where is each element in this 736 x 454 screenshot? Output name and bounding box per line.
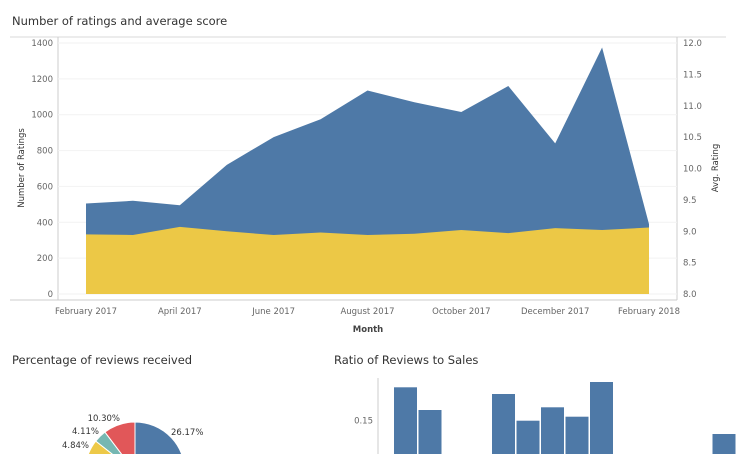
y-axis-label: Number of Ratings — [17, 128, 27, 208]
reviews-pie-chart: 26.17% 10.30% 4.11% 4.84% — [62, 414, 203, 454]
y2-tick-label: 11.0 — [683, 102, 702, 112]
x-tick-label: February 2017 — [55, 307, 117, 317]
pie-slice — [87, 440, 113, 454]
pie-chart-title: Percentage of reviews received — [12, 353, 193, 367]
y2-tick-label: 9.5 — [683, 196, 697, 206]
x-tick-label: February 2018 — [618, 307, 680, 317]
y-tick-label: 600 — [37, 182, 53, 192]
area-chart-title: Number of ratings and average score — [12, 14, 228, 28]
y2-tick-label: 10.0 — [683, 165, 702, 175]
series-area-avg-rating[interactable] — [86, 226, 649, 294]
y2-tick-label: 8.0 — [683, 290, 697, 300]
y-tick-label: 400 — [37, 218, 53, 228]
bar-y-tick-label: 0.15 — [354, 417, 373, 427]
ratio-bar-chart: 0.15 — [354, 378, 736, 454]
x-axis-label: Month — [353, 325, 383, 335]
pie-slice-label: 4.11% — [72, 427, 99, 437]
y2-tick-label: 10.5 — [683, 133, 702, 143]
bar — [492, 394, 515, 454]
bar — [516, 420, 540, 454]
bar-chart-title: Ratio of Reviews to Sales — [334, 353, 479, 367]
ratings-area-chart: 0 200 400 600 800 1000 1200 1400 8.0 8.5 9.0 9.5 10… — [10, 36, 726, 335]
bar — [712, 434, 736, 454]
y-tick-label: 800 — [37, 147, 53, 157]
y2-tick-label: 8.5 — [683, 259, 697, 269]
y-tick-label: 0 — [48, 290, 53, 300]
bar — [590, 382, 613, 454]
bar — [418, 410, 442, 454]
bar — [541, 407, 564, 454]
pie-slice-label: 10.30% — [88, 414, 120, 424]
bar — [394, 387, 417, 454]
y2-axis-label: Avg. Rating — [711, 144, 721, 193]
pie-slice-label: 26.17% — [171, 428, 203, 438]
x-tick-label: August 2017 — [340, 307, 394, 317]
y-tick-label: 1000 — [31, 111, 53, 121]
x-tick-label: October 2017 — [432, 307, 490, 317]
pie-slice-label: 4.84% — [62, 441, 89, 451]
y2-tick-label: 11.5 — [683, 70, 702, 80]
x-tick-label: December 2017 — [521, 307, 589, 317]
y2-tick-label: 12.0 — [683, 39, 702, 49]
bar — [565, 416, 589, 454]
y-tick-label: 200 — [37, 254, 53, 264]
y2-tick-label: 9.0 — [683, 227, 697, 237]
y-tick-label: 1400 — [31, 39, 53, 49]
x-tick-label: June 2017 — [251, 307, 295, 317]
x-tick-label: April 2017 — [158, 307, 202, 317]
y-tick-label: 1200 — [31, 75, 53, 85]
pie-slice — [134, 421, 183, 454]
